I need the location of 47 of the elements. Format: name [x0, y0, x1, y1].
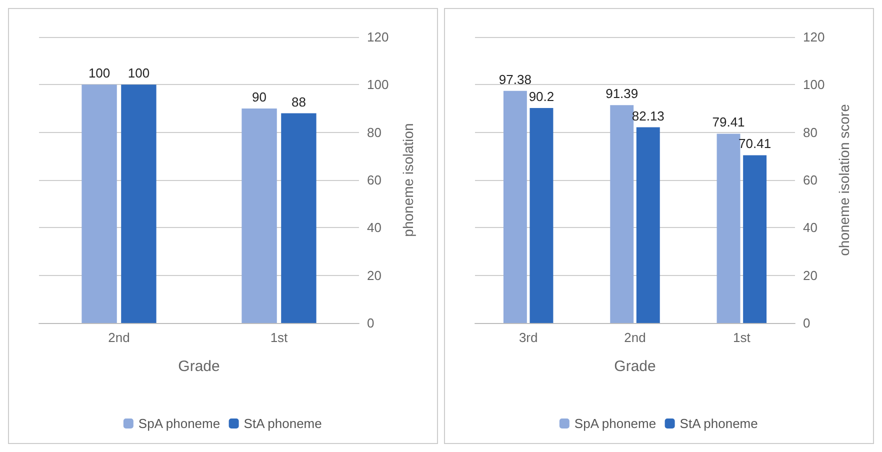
- bar: [503, 90, 527, 323]
- bar: [242, 108, 277, 323]
- bar: [281, 113, 316, 323]
- data-label: 100: [128, 66, 150, 81]
- bar: [716, 134, 740, 323]
- y-tick-label: 0: [367, 316, 374, 330]
- y-tick-label: 80: [367, 124, 382, 140]
- y-tick-label: 60: [803, 172, 818, 188]
- bar: [610, 105, 634, 323]
- y-tick-label: 100: [803, 77, 825, 92]
- data-label: 100: [88, 66, 110, 81]
- bar: [82, 84, 117, 323]
- legend-label: StA phoneme: [680, 416, 758, 431]
- y-tick-label: 40: [803, 220, 818, 236]
- legend-label: SpA phoneme: [574, 416, 656, 431]
- y-tick-label: 100: [367, 77, 389, 92]
- y-tick-label: 40: [367, 220, 382, 236]
- bar: [636, 127, 660, 323]
- data-label: 91.39: [606, 86, 638, 102]
- y-tick-label: 120: [367, 30, 389, 44]
- x-tick-label: 1st: [270, 330, 288, 345]
- x-axis-title: Grade: [178, 358, 220, 375]
- y-tick-label: 120: [803, 30, 825, 44]
- y-tick-label: 60: [367, 172, 382, 188]
- data-label: 88: [291, 94, 306, 110]
- bar: [121, 84, 156, 323]
- y-axis-title: phoneme isolation: [400, 123, 416, 237]
- x-tick-label: 2nd: [108, 330, 130, 345]
- legend-label: StA phoneme: [244, 416, 322, 431]
- y-axis-title: ohoneme isolation score: [836, 104, 852, 256]
- x-tick-label: 2nd: [624, 330, 646, 345]
- y-tick-label: 20: [367, 268, 382, 283]
- bar: [743, 155, 767, 323]
- y-tick-label: 0: [803, 316, 810, 330]
- data-label: 79.41: [712, 114, 745, 130]
- legend-label: SpA phoneme: [138, 416, 220, 431]
- x-tick-label: 3rd: [518, 330, 538, 345]
- y-tick-label: 80: [803, 124, 818, 140]
- data-label: 90.2: [528, 89, 554, 104]
- bar: [530, 108, 554, 323]
- x-tick-label: 1st: [732, 330, 751, 345]
- x-axis-title: Grade: [614, 358, 656, 375]
- data-label: 70.41: [738, 136, 772, 152]
- data-label: 90: [252, 90, 267, 104]
- data-label: 97.38: [498, 72, 532, 87]
- data-label: 82.13: [632, 108, 664, 124]
- y-tick-label: 20: [803, 268, 818, 283]
